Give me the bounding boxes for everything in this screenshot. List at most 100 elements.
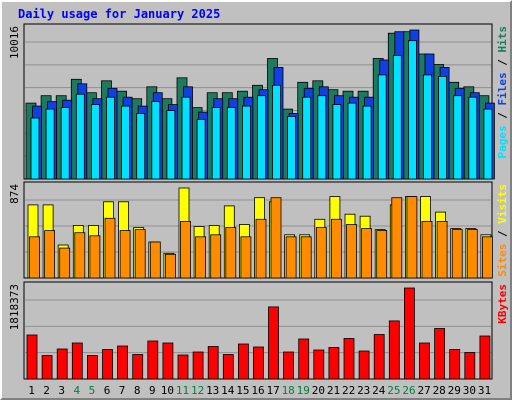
x-tick-label: 6 (104, 384, 111, 397)
bar-sites-day-18 (285, 236, 297, 279)
bar-sites-day-15 (240, 236, 252, 279)
bar-pages-day-23 (362, 105, 372, 180)
bar-kbytes-day-1 (26, 334, 38, 380)
bar-sites-day-21 (330, 218, 342, 279)
y-max-label: 10016 (8, 26, 21, 59)
bar-sites-day-8 (134, 229, 146, 279)
x-tick-label: 11 (176, 384, 189, 397)
x-tick-label: 5 (89, 384, 96, 397)
bar-sites-day-2 (44, 230, 55, 279)
legend-separator: / (496, 53, 509, 73)
x-tick-label: 10 (161, 384, 174, 397)
bar-pages-day-31 (483, 108, 493, 180)
x-tick-label: 8 (134, 384, 141, 397)
x-tick-label: 18 (282, 384, 295, 397)
bar-kbytes-day-5 (87, 355, 98, 380)
x-tick-label: 13 (206, 384, 219, 397)
bar-pages-day-27 (423, 74, 432, 180)
x-tick-label: 15 (236, 384, 249, 397)
bar-sites-day-6 (104, 217, 116, 279)
x-tick-label: 30 (463, 384, 476, 397)
series-sites (29, 196, 493, 279)
bar-sites-day-3 (59, 247, 71, 279)
x-tick-label: 12 (191, 384, 204, 397)
bar-pages-day-11 (181, 96, 191, 180)
bar-pages-day-26 (407, 40, 417, 180)
bar-kbytes-day-14 (222, 354, 234, 380)
bar-pages-day-18 (287, 116, 297, 180)
bar-kbytes-day-24 (373, 334, 385, 380)
x-tick-label: 7 (119, 384, 126, 397)
panel-legend: KBytes (496, 284, 509, 324)
bar-sites-day-10 (164, 253, 176, 279)
x-tick-label: 25 (387, 384, 400, 397)
bar-sites-day-9 (149, 241, 161, 279)
bar-pages-day-24 (377, 74, 387, 180)
panel-legend: Sites / Visits (496, 184, 509, 277)
bar-kbytes-day-26 (403, 287, 415, 380)
bar-kbytes-day-29 (449, 349, 461, 380)
bar-kbytes-day-11 (177, 354, 189, 380)
bar-sites-day-14 (225, 227, 237, 279)
bar-sites-day-24 (376, 230, 388, 279)
x-tick-label: 29 (448, 384, 461, 397)
bar-sites-day-31 (481, 236, 493, 279)
bar-sites-day-19 (300, 236, 312, 279)
bar-pages-day-7 (121, 105, 130, 180)
series-kbytes (26, 287, 491, 380)
bar-kbytes-day-15 (237, 343, 249, 380)
x-tick-label: 14 (221, 384, 235, 397)
bar-kbytes-day-19 (298, 338, 310, 380)
bar-sites-day-4 (74, 232, 86, 279)
bar-pages-day-19 (302, 96, 312, 180)
chart-title: Daily usage for January 2025 (18, 7, 220, 21)
bar-sites-day-23 (361, 228, 373, 279)
x-tick-label: 31 (478, 384, 491, 397)
legend-entry: Pages (496, 125, 509, 158)
bar-pages-day-15 (241, 105, 251, 180)
bar-pages-day-22 (347, 102, 357, 180)
bar-sites-day-28 (436, 220, 448, 279)
x-tick-label: 16 (251, 384, 264, 397)
bar-sites-day-7 (119, 230, 131, 279)
bar-kbytes-day-10 (162, 342, 174, 380)
bar-kbytes-day-20 (313, 349, 325, 380)
bar-kbytes-day-25 (388, 320, 400, 380)
bar-pages-day-29 (453, 95, 463, 180)
bar-kbytes-day-4 (71, 342, 83, 380)
legend-entry: Sites (496, 244, 509, 277)
x-tick-label: 4 (73, 384, 80, 397)
bar-sites-day-26 (406, 196, 418, 279)
x-axis-labels: 1 2 3 4 5 6 7 8 9 10 11 12 13 14 15 16 17 18 19 20 21 22 23 24 2… (28, 384, 491, 397)
bar-pages-day-8 (136, 113, 146, 180)
bar-pages-day-10 (166, 110, 176, 180)
bar-kbytes-day-28 (434, 328, 446, 380)
x-tick-label: 22 (342, 384, 355, 397)
bar-pages-day-4 (75, 93, 85, 180)
bar-kbytes-day-31 (479, 335, 491, 380)
bar-pages-day-1 (30, 117, 40, 180)
bar-kbytes-day-8 (132, 354, 144, 380)
legend-entry: KBytes (496, 284, 509, 324)
bar-kbytes-day-9 (147, 340, 159, 380)
bar-pages-day-25 (392, 55, 402, 180)
bar-sites-day-17 (270, 197, 282, 279)
chart-panels: 10016 Pages / Files / Hits 874 Sites / Visi… (8, 23, 509, 380)
bar-pages-day-2 (45, 108, 55, 180)
bar-sites-day-13 (210, 234, 222, 279)
x-tick-label: 9 (149, 384, 156, 397)
bar-kbytes-day-18 (283, 351, 295, 380)
x-tick-label: 23 (357, 384, 370, 397)
legend-entry: Visits (496, 184, 509, 224)
legend-separator: / (496, 224, 509, 244)
panel-kbytes: 1818373 KBytes (8, 281, 509, 380)
x-tick-label: 1 (28, 384, 35, 397)
bar-sites-day-27 (421, 220, 433, 279)
bar-pages-day-5 (91, 104, 100, 180)
bar-pages-day-12 (196, 119, 206, 180)
bar-sites-day-30 (466, 229, 478, 279)
bar-kbytes-day-16 (253, 346, 264, 380)
panel-hits-files-pages: 10016 Pages / Files / Hits (8, 23, 509, 180)
